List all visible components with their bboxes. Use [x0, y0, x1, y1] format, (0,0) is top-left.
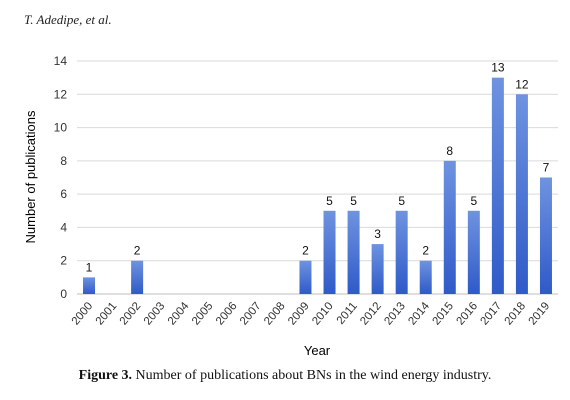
data-label-2016: 5 — [470, 194, 477, 208]
bar-2017 — [491, 77, 504, 295]
x-tick-label-2003: 2003 — [142, 300, 168, 327]
x-tick-label-2016: 2016 — [454, 300, 480, 327]
y-tick-label: 12 — [54, 87, 68, 101]
x-tick-label-2000: 2000 — [70, 300, 96, 327]
y-axis-label: Number of publications — [23, 110, 38, 243]
bar-2014 — [419, 260, 432, 294]
x-tick-label-2011: 2011 — [335, 300, 360, 327]
author-header: T. Adedipe, et al. — [24, 12, 112, 27]
figure-caption: Figure 3. Number of publications about B… — [0, 368, 570, 384]
data-label-2018: 12 — [515, 77, 529, 91]
x-tick-label-2007: 2007 — [238, 300, 264, 327]
bar-2000 — [83, 277, 96, 294]
data-label-2010: 5 — [326, 194, 333, 208]
x-tick-label-2015: 2015 — [430, 300, 456, 327]
bar-2018 — [515, 94, 528, 295]
bar-2015 — [443, 160, 456, 294]
bar-2002 — [131, 260, 144, 294]
bar-2013 — [395, 210, 408, 294]
x-tick-label-2009: 2009 — [286, 300, 312, 327]
data-label-2015: 8 — [446, 144, 453, 158]
bar-2011 — [347, 210, 360, 294]
bar-2019 — [539, 177, 552, 294]
data-label-2009: 2 — [302, 244, 309, 258]
bar-2012 — [371, 244, 384, 294]
x-tick-label-2017: 2017 — [479, 300, 505, 327]
bar-2010 — [323, 210, 336, 294]
data-label-2013: 5 — [398, 194, 405, 208]
data-label-2017: 13 — [491, 61, 505, 75]
x-axis-label: Year — [304, 343, 331, 358]
y-tick-label: 6 — [60, 187, 67, 201]
figure-caption-label: Figure 3. — [78, 368, 133, 383]
bar-2016 — [467, 210, 480, 294]
data-label-2019: 7 — [543, 161, 550, 175]
y-tick-label: 0 — [60, 287, 67, 301]
y-tick-label: 10 — [54, 121, 68, 135]
data-label-2014: 2 — [422, 244, 429, 258]
figure-caption-text: Number of publications about BNs in the … — [132, 368, 492, 383]
x-tick-label-2014: 2014 — [406, 300, 432, 328]
y-tick-label: 2 — [60, 254, 67, 268]
bar-2009 — [299, 260, 312, 294]
x-tick-label-2013: 2013 — [382, 300, 408, 327]
x-tick-label-2002: 2002 — [118, 300, 144, 327]
x-tick-label-2006: 2006 — [214, 300, 240, 327]
y-tick-label: 14 — [54, 54, 68, 68]
x-tick-label-2018: 2018 — [503, 300, 529, 327]
y-tick-label: 8 — [60, 154, 67, 168]
x-tick-label-2005: 2005 — [190, 300, 216, 327]
data-label-2002: 2 — [134, 244, 141, 258]
x-tick-label-2004: 2004 — [166, 300, 192, 328]
x-tick-label-2012: 2012 — [358, 300, 384, 327]
y-tick-label: 4 — [60, 220, 67, 234]
data-label-2000: 1 — [86, 260, 93, 274]
data-label-2011: 5 — [350, 194, 357, 208]
x-tick-label-2019: 2019 — [527, 300, 553, 327]
data-label-2012: 3 — [374, 227, 381, 241]
x-tick-label-2001: 2001 — [94, 300, 120, 327]
x-tick-label-2010: 2010 — [310, 300, 336, 327]
x-tick-label-2008: 2008 — [262, 300, 288, 327]
